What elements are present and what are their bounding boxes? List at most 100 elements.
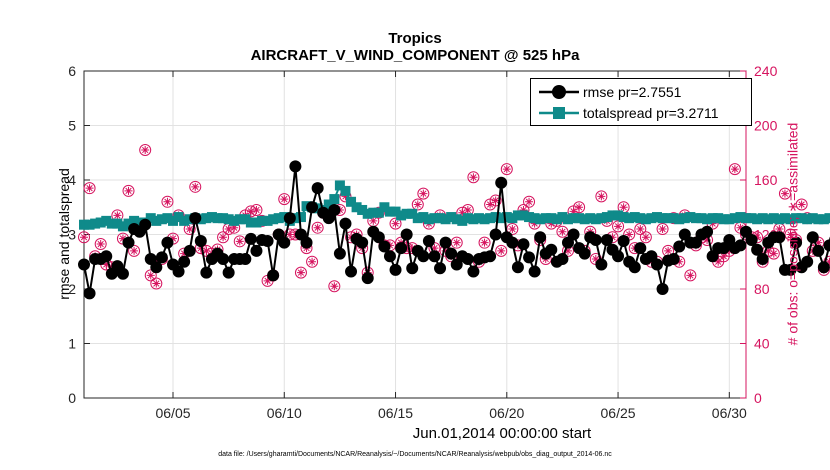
obs-possible-marker: [523, 195, 536, 208]
totalspread-point: [223, 214, 234, 225]
totalspread-point: [718, 214, 729, 225]
chart-subtitle: AIRCRAFT_V_WIND_COMPONENT @ 525 hPa: [250, 47, 580, 64]
totalspread-point: [479, 214, 490, 225]
obs-assimilated-marker: [141, 146, 150, 155]
rmse-point: [801, 255, 814, 268]
totalspread-point: [262, 215, 273, 226]
obs-assimilated-marker: [591, 255, 600, 264]
totalspread-point: [546, 213, 557, 224]
rmse-point: [283, 212, 296, 225]
obs-assimilated-marker: [313, 223, 322, 232]
rmse-point: [495, 176, 508, 189]
obs-possible-marker: [411, 198, 424, 211]
totalspread-point: [206, 212, 217, 223]
obs-assimilated-marker: [180, 249, 189, 258]
y-axis-label-right: # of obs: o=possible; ∗=assimilated: [784, 122, 801, 346]
obs-assimilated-marker: [497, 246, 506, 255]
obs-possible-marker: [328, 280, 341, 293]
obs-assimilated-marker: [430, 244, 439, 253]
obs-assimilated-marker: [452, 238, 461, 247]
totalspread-point: [440, 214, 451, 225]
rmse-point: [333, 247, 346, 260]
totalspread-point: [785, 214, 796, 225]
totalspread-point: [607, 210, 618, 221]
totalspread-point: [696, 213, 707, 224]
obs-possible-marker: [217, 231, 230, 244]
obs-assimilated-marker: [296, 268, 305, 277]
rmse-point: [461, 253, 474, 266]
rmse-point: [612, 250, 625, 263]
obs-possible-marker: [233, 235, 246, 248]
y-tick-label: 4: [68, 172, 76, 188]
obs-assimilated-marker: [413, 200, 422, 209]
totalspread-point: [212, 213, 223, 224]
obs-possible-marker: [728, 163, 741, 176]
totalspread-point: [357, 204, 368, 215]
obs-assimilated-marker: [408, 244, 417, 253]
obs-possible-marker: [634, 223, 647, 236]
totalspread-point: [429, 213, 440, 224]
rmse-point: [517, 238, 530, 251]
totalspread-point: [268, 214, 279, 225]
totalspread-point: [346, 196, 357, 207]
rmse-point: [150, 261, 163, 274]
rmse-point: [489, 228, 502, 241]
totalspread-point: [251, 217, 262, 228]
rmse-point: [267, 269, 280, 282]
rmse-point: [289, 160, 302, 173]
obs-assimilated-marker: [764, 246, 773, 255]
obs-assimilated-marker: [80, 233, 88, 242]
obs-possible-marker: [573, 201, 586, 214]
totalspread-point: [635, 213, 646, 224]
totalspread-point: [752, 214, 763, 225]
obs-possible-marker: [495, 244, 508, 257]
rmse-point: [116, 267, 129, 280]
totalspread-point: [618, 212, 629, 223]
totalspread-point: [735, 212, 746, 223]
rmse-point: [239, 253, 252, 266]
rmse-point: [556, 253, 569, 266]
obs-assimilated-marker: [708, 219, 717, 228]
rmse-point: [634, 242, 647, 255]
rmse-point: [667, 253, 680, 266]
totalspread-point: [435, 213, 446, 224]
obs-assimilated-marker: [736, 223, 745, 232]
obs-possible-marker: [122, 184, 135, 197]
totalspread-point: [818, 214, 829, 225]
obs-assimilated-marker: [118, 234, 127, 243]
obs-assimilated-marker: [191, 182, 200, 191]
totalspread-point: [95, 217, 106, 228]
totalspread-point: [334, 180, 345, 191]
totalspread-point: [373, 207, 384, 218]
totalspread-point: [646, 213, 657, 224]
obs-assimilated-marker: [219, 233, 228, 242]
obs-assimilated-marker: [330, 282, 339, 291]
rmse-point: [751, 243, 764, 256]
rmse-point: [339, 217, 352, 230]
totalspread-point: [663, 213, 674, 224]
totalspread-point: [540, 213, 551, 224]
totalspread-point: [295, 212, 306, 223]
totalspread-point: [101, 215, 112, 226]
totalspread-point: [168, 215, 179, 226]
rmse-point: [155, 251, 168, 264]
totalspread-point: [457, 215, 468, 226]
obs-assimilated-marker: [502, 165, 511, 174]
obs-possible-marker: [161, 195, 174, 208]
obs-assimilated-marker: [725, 246, 734, 255]
totalspread-point: [791, 213, 802, 224]
totalspread-point: [713, 213, 724, 224]
rmse-point: [756, 253, 769, 266]
totalspread-point: [496, 213, 507, 224]
totalspread-point: [245, 217, 256, 228]
y-right-tick-label: 160: [754, 172, 778, 188]
x-tick-label: 06/25: [601, 405, 636, 421]
rmse-point: [600, 233, 613, 246]
totalspread-point: [368, 207, 379, 218]
obs-assimilated-marker: [508, 225, 517, 234]
rmse-point: [306, 201, 319, 214]
obs-assimilated-marker: [146, 271, 155, 280]
totalspread-point: [401, 208, 412, 219]
totalspread-point: [757, 213, 768, 224]
